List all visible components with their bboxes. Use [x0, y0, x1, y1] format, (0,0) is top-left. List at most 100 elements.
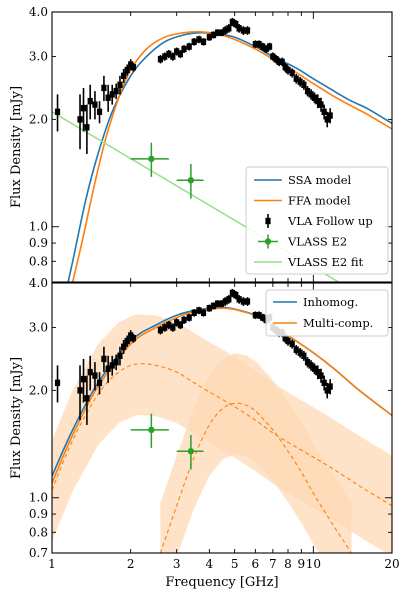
vla-data-point	[121, 72, 127, 79]
vla-data-point	[236, 296, 242, 303]
x-tick-label: 10	[306, 557, 321, 571]
vla-data-point	[210, 302, 217, 310]
vla-data-point	[289, 340, 295, 348]
vla-data-point	[276, 58, 282, 66]
vla-data-point	[87, 97, 93, 105]
vla-data-point	[80, 104, 87, 112]
vla-data-point	[191, 38, 197, 45]
vla-data-point	[252, 40, 258, 48]
vla-data-point	[77, 116, 83, 123]
y-tick-label: 3.0	[29, 50, 48, 64]
vla-data-point	[105, 365, 111, 372]
vla-data-point	[113, 358, 119, 366]
x-tick-label: 4	[206, 557, 214, 571]
vlass-data-point	[187, 448, 195, 455]
vla-data-point	[77, 387, 83, 394]
y-tick-label: 0.7	[29, 546, 48, 560]
uncertainty-band-2	[160, 353, 352, 553]
vla-data-point	[170, 324, 176, 331]
vla-data-point	[196, 307, 202, 314]
vla-data-point	[206, 304, 212, 312]
vla-data-point	[297, 78, 303, 85]
vla-data-point	[321, 379, 327, 387]
top-model-lines	[52, 30, 392, 282]
vla-data-point	[214, 300, 221, 307]
x-tick-label: 5	[231, 557, 239, 571]
vla-data-point	[318, 372, 324, 379]
vla-data-point	[222, 298, 228, 305]
vlass-data-point	[148, 426, 155, 434]
vla-data-point	[157, 55, 164, 63]
vlass-fit-line	[52, 111, 340, 282]
vla-data-point	[324, 387, 330, 394]
component-line-2	[159, 402, 352, 553]
y-tick-label: 3.0	[29, 321, 48, 335]
legend-swatch-dot	[264, 238, 272, 245]
vla-data-point	[273, 55, 279, 63]
vla-data-point	[327, 383, 333, 390]
x-tick-label: 20	[384, 557, 399, 571]
legend-entry: VLASS E2 fit	[287, 255, 363, 269]
vla-data-point	[84, 124, 90, 131]
vla-data-point	[200, 38, 207, 45]
vla-data-point	[321, 108, 327, 116]
vla-data-point	[324, 116, 330, 123]
vla-data-point	[80, 375, 87, 383]
plot-frame-bottom	[51, 282, 393, 554]
legend-entry: VLASS E2	[287, 235, 347, 249]
vla-data-point	[233, 20, 239, 28]
vlass-data-point	[148, 155, 155, 163]
x-tick-label: 3	[173, 557, 181, 571]
vla-data-point	[226, 296, 232, 303]
x-tick-label: 1	[48, 557, 56, 571]
x-tick-label: 9	[298, 557, 306, 571]
ffa-model-line	[71, 30, 392, 282]
vla-data-point	[236, 25, 242, 32]
vla-data-point	[266, 43, 273, 50]
vla-data-point	[101, 355, 107, 363]
y-tick-label: 0.9	[29, 507, 48, 521]
vla-data-point	[301, 81, 307, 89]
vla-data-point	[256, 40, 262, 48]
vla-data-point	[162, 53, 168, 60]
vla-data-point	[311, 365, 318, 372]
vla-data-point	[92, 101, 98, 108]
legend-entry: Inhomog.	[303, 295, 358, 309]
y-tick-label: 1.0	[29, 220, 48, 234]
vla-data-point	[289, 69, 295, 77]
vla-data-point	[206, 33, 212, 41]
vla-data-point	[92, 372, 98, 379]
vla-data-point	[124, 337, 130, 345]
x-tick-label: 2	[127, 557, 135, 571]
vla-data-point	[177, 50, 184, 58]
x-tick-label: 6	[252, 557, 260, 571]
vla-data-point	[177, 321, 184, 329]
bottom-legend: Inhomog. Multi-comp.	[265, 289, 389, 337]
vla-data-point	[229, 289, 235, 297]
y-tick-label: 0.8	[29, 525, 48, 539]
vla-data-point	[162, 324, 168, 331]
vla-data-point	[109, 91, 115, 98]
vla-data-point	[297, 349, 303, 356]
vla-data-point	[130, 64, 137, 71]
vla-data-point	[260, 43, 266, 50]
vla-data-point	[113, 87, 119, 95]
vla-data-point	[282, 64, 288, 71]
vlass-data-point	[187, 177, 195, 184]
component-line-1	[52, 363, 392, 507]
vla-data-point	[109, 362, 115, 369]
y-axis-label: Flux Density [mJy]	[9, 357, 24, 479]
vla-data-point	[252, 311, 258, 319]
vla-data-point	[191, 309, 197, 316]
axes: 0.8 0.9 1.0 2.0 3.0 4.0 Flux Density [mJy] 0.7 0…	[9, 5, 400, 590]
y-tick-label: 2.0	[29, 112, 48, 126]
legend-entry: Multi-comp.	[303, 316, 373, 330]
x-tick-label: 7	[269, 557, 277, 571]
vla-data-point	[327, 112, 333, 119]
x-tick-label: 8	[284, 557, 292, 571]
vla-data-point	[124, 66, 130, 74]
legend-entry: VLA Follow up	[287, 214, 373, 228]
x-axis-label: Frequency [GHz]	[165, 575, 278, 590]
top-data-points	[54, 17, 333, 199]
legend-box	[245, 166, 389, 275]
